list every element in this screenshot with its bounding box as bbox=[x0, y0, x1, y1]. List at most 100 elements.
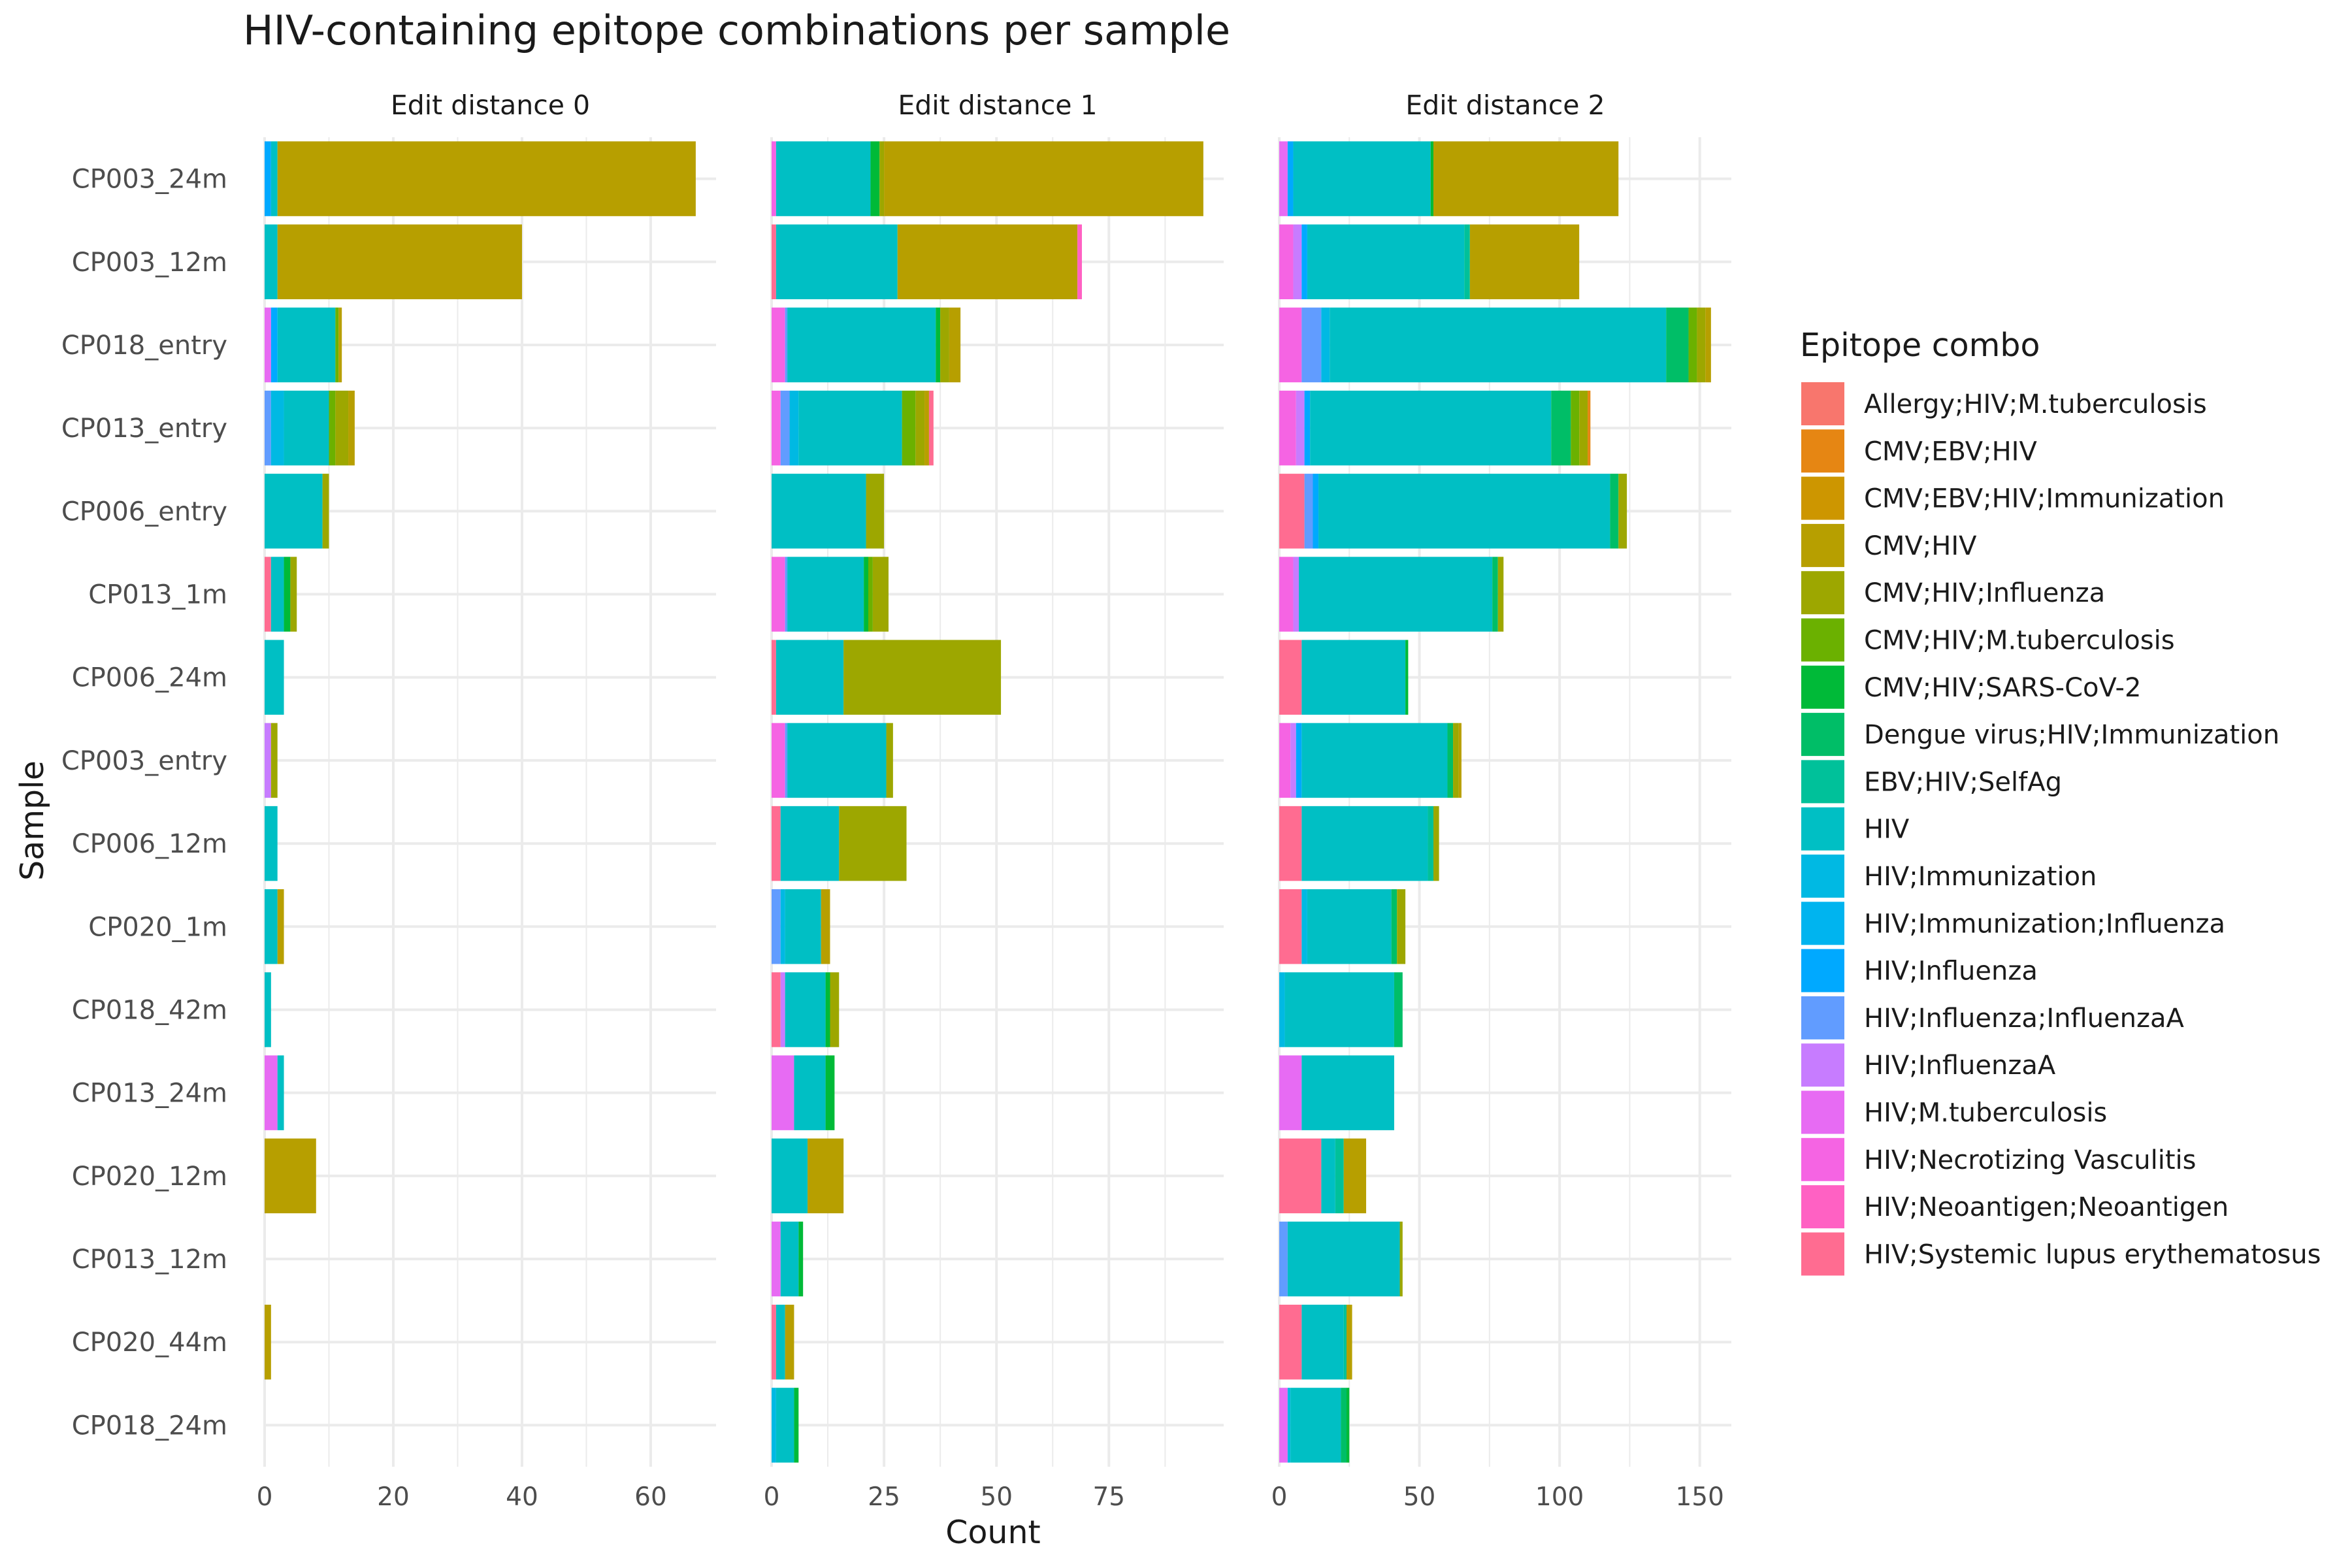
bar-segment-cp003-12m-hiv-influenza bbox=[1301, 224, 1307, 300]
bar-segment-cp003-entry-hiv-necrotizing-vasculitis bbox=[772, 723, 785, 798]
bar-segment-cp006-12m-cmv-hiv-influenza bbox=[1433, 806, 1439, 881]
legend-swatch bbox=[1801, 1185, 1844, 1229]
legend-swatch bbox=[1801, 902, 1844, 945]
bar-segment-cp013-entry-hiv bbox=[798, 390, 902, 466]
legend-swatch bbox=[1801, 760, 1844, 804]
bar-segment-cp013-1m-cmv-hiv-influenza bbox=[290, 557, 297, 632]
facet-panel-0: Edit distance 0 0 20 40 60 bbox=[257, 90, 716, 1512]
legend-item-hiv-immunization-influenza: HIV;Immunization;Influenza bbox=[1801, 902, 2225, 945]
bar-segment-cp003-24m-hiv-influenza bbox=[265, 141, 271, 216]
x-tick-label: 40 bbox=[506, 1482, 538, 1512]
bar-segment-cp003-24m-hiv-influenza bbox=[1287, 141, 1294, 216]
bar-segment-cp006-entry-hiv bbox=[1318, 474, 1610, 549]
bar-segment-cp020-12m-hiv bbox=[772, 1138, 808, 1214]
bar-segment-cp006-24m-cmv-hiv-sars-cov-2 bbox=[1405, 640, 1409, 715]
y-tick-label: CP020_44m bbox=[72, 1328, 227, 1358]
bar-segment-cp003-entry-hiv-influenza-influenzaa bbox=[785, 723, 788, 798]
x-tick-label: 60 bbox=[634, 1482, 667, 1512]
bar-segment-cp020-44m-hiv bbox=[776, 1304, 785, 1380]
bar-segment-cp020-12m-cmv-hiv bbox=[265, 1138, 316, 1214]
legend-label: HIV;Necrotizing Vasculitis bbox=[1864, 1145, 2196, 1175]
bar-segment-cp018-42m-hiv bbox=[1284, 972, 1394, 1047]
bar-segment-cp006-entry-hiv-influenza bbox=[1313, 474, 1319, 549]
bar-segment-cp006-12m-hiv bbox=[780, 806, 840, 881]
bar-segment-cp006-entry-cmv-hiv-influenza bbox=[1618, 474, 1627, 549]
bar-segment-cp006-12m-hiv bbox=[1301, 806, 1428, 881]
bar-segment-cp003-12m-hiv-neoantigen-neoantigen bbox=[1077, 224, 1082, 300]
bar-segment-cp020-1m-hiv-influenza-influenzaa bbox=[772, 889, 781, 964]
bar-segment-cp018-24m-hiv-immunization bbox=[1287, 1388, 1291, 1463]
bar-segment-cp013-entry-hiv-necrotizing-vasculitis bbox=[772, 390, 781, 466]
bar-segment-cp013-12m-cmv-hiv-sars-cov-2 bbox=[798, 1221, 804, 1297]
y-tick-label: CP018_42m bbox=[72, 995, 227, 1025]
y-axis-title: Sample bbox=[14, 760, 51, 881]
bar-segment-cp003-entry-cmv-hiv-influenza bbox=[1453, 723, 1459, 798]
bar-segment-cp003-entry-hiv-influenzaa bbox=[265, 723, 271, 798]
y-tick-label: CP013_1m bbox=[88, 580, 227, 610]
bar-segment-cp013-entry-cmv-hiv bbox=[348, 390, 355, 466]
legend-item-hiv-influenzaa: HIV;InfluenzaA bbox=[1801, 1043, 2056, 1087]
bar-segment-cp003-24m-hiv bbox=[1293, 141, 1431, 216]
legend-item-hiv-systemic-lupus-erythematosus: HIV;Systemic lupus erythematosus bbox=[1801, 1232, 2321, 1276]
bar-segment-cp018-24m-cmv-hiv-sars-cov-2 bbox=[1346, 1388, 1350, 1463]
bar-segment-cp018-entry-cmv-hiv-m-tuberculosis bbox=[335, 307, 339, 383]
bar-segment-cp018-42m-cmv-hiv-influenza bbox=[830, 972, 840, 1047]
y-tick-label: CP003_entry bbox=[61, 746, 227, 776]
bar-segment-cp018-entry-cmv-hiv-m-tuberculosis bbox=[1688, 307, 1697, 383]
legend-swatch bbox=[1801, 1090, 1844, 1134]
bar-segment-cp018-entry-hiv-necrotizing-vasculitis bbox=[1279, 307, 1302, 383]
bar-segment-cp003-entry-hiv-necrotizing-vasculitis bbox=[1279, 723, 1291, 798]
bar-segment-cp003-24m-hiv bbox=[270, 141, 278, 216]
bar-segment-cp003-24m-hiv-necrotizing-vasculitis bbox=[772, 141, 776, 216]
bar-segment-cp006-24m-cmv-hiv-influenza bbox=[843, 640, 1002, 715]
bar-segment-cp006-24m-hiv-systemic-lupus-erythematosus bbox=[1279, 640, 1302, 715]
legend-swatch bbox=[1801, 523, 1844, 567]
bar-segment-cp018-entry-hiv-influenza-influenzaa bbox=[1301, 307, 1322, 383]
bar-segment-cp018-entry-dengue-virus-hiv-immunization bbox=[1666, 307, 1689, 383]
legend-label: CMV;EBV;HIV bbox=[1864, 436, 2037, 466]
bar-segment-cp018-entry-hiv-influenza bbox=[270, 307, 278, 383]
bar-segment-cp003-12m-cmv-hiv bbox=[897, 224, 1078, 300]
bar-segment-cp020-44m-cmv-hiv bbox=[265, 1304, 271, 1380]
y-tick-label: CP018_entry bbox=[61, 331, 227, 361]
bar-segment-cp018-entry-cmv-hiv-sars-cov-2 bbox=[936, 307, 941, 383]
y-tick-label: CP013_24m bbox=[72, 1079, 227, 1109]
x-tick-label: 25 bbox=[868, 1482, 900, 1512]
bar-segment-cp013-entry-hiv-influenza-influenzaa bbox=[265, 390, 271, 466]
bar-segment-cp013-entry-hiv bbox=[1310, 390, 1552, 466]
bar-segment-cp018-entry-cmv-hiv bbox=[949, 307, 961, 383]
bar-segment-cp013-24m-hiv bbox=[277, 1055, 284, 1130]
bar-segment-cp020-1m-hiv bbox=[265, 889, 278, 964]
bar-segment-cp013-1m-cmv-hiv-influenza bbox=[1497, 557, 1504, 632]
bar-segment-cp013-entry-cmv-hiv-influenza bbox=[915, 390, 925, 466]
bar-segment-cp013-1m-cmv-hiv-sars-cov-2 bbox=[864, 557, 869, 632]
bar-segment-cp003-entry-dengue-virus-hiv-immunization bbox=[1447, 723, 1454, 798]
facet-panel-1: Edit distance 1 0 25 50 75 bbox=[764, 90, 1224, 1512]
bar-segment-cp018-entry-hiv-necrotizing-vasculitis bbox=[772, 307, 785, 383]
bar-segment-cp003-entry-cmv-hiv bbox=[1458, 723, 1462, 798]
bar-segment-cp013-1m-cmv-hiv-sars-cov-2 bbox=[284, 557, 291, 632]
bar-segment-cp006-entry-hiv-systemic-lupus-erythematosus bbox=[1279, 474, 1305, 549]
legend-label: CMV;EBV;HIV;Immunization bbox=[1864, 484, 2225, 514]
bar-segment-cp003-entry-cmv-hiv-influenza bbox=[270, 723, 278, 798]
legend-item-hiv-influenza: HIV;Influenza bbox=[1801, 949, 2038, 992]
bar-segment-cp018-24m-hiv bbox=[776, 1388, 794, 1463]
y-tick-label: CP003_24m bbox=[72, 165, 227, 195]
bar-segment-cp006-entry-hiv bbox=[265, 474, 323, 549]
legend-label: CMV;HIV;Influenza bbox=[1864, 578, 2105, 608]
bar-segment-cp018-entry-hiv-influenza-influenzaa bbox=[785, 307, 788, 383]
bar-segment-cp003-24m-cmv-hiv-sars-cov-2 bbox=[1430, 141, 1434, 216]
bar-segment-cp020-44m-hiv bbox=[1301, 1304, 1344, 1380]
chart-panels: Edit distance 0 0 20 40 60 Edit distance 1 0 25… bbox=[257, 90, 1731, 1512]
bar-segment-cp018-entry-cmv-hiv bbox=[338, 307, 342, 383]
x-tick-label: 0 bbox=[1271, 1482, 1288, 1512]
legend-swatch bbox=[1801, 618, 1844, 662]
bar-segment-cp020-1m-hiv-systemic-lupus-erythematosus bbox=[1279, 889, 1302, 964]
bar-segment-cp020-12m-ebv-hiv-selfag bbox=[1335, 1138, 1344, 1214]
bar-segment-cp003-12m-hiv bbox=[776, 224, 898, 300]
bar-segment-cp006-24m-hiv bbox=[265, 640, 284, 715]
legend-title: Epitope combo bbox=[1800, 327, 2040, 364]
bar-segment-cp013-entry-cmv-ebv-hiv bbox=[1588, 390, 1591, 466]
bar-segment-cp020-44m-cmv-hiv bbox=[785, 1304, 794, 1380]
legend-label: HIV;M.tuberculosis bbox=[1864, 1098, 2107, 1128]
